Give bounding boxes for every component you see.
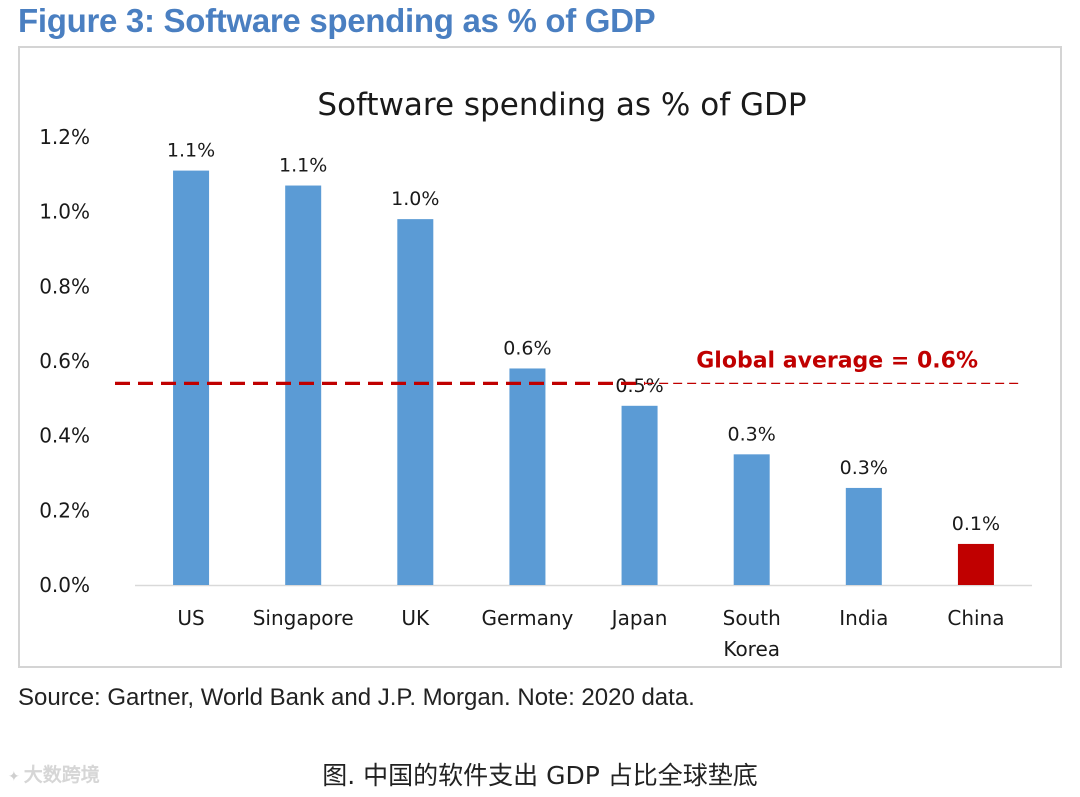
bar: [957, 543, 994, 585]
bar-value-label: 1.1%: [279, 155, 327, 177]
chart-frame: 0.0% 0.2% 0.4% 0.6% 0.8% 1.0% 1.2% 1.1% 1.1% 1.0…: [18, 46, 1062, 668]
y-tick-label: 0.2%: [39, 498, 90, 522]
y-tick-label: 1.2%: [39, 125, 90, 149]
x-category-label: Singapore: [253, 606, 354, 630]
bars-group: [173, 170, 994, 586]
x-category-label: Japan: [610, 606, 668, 630]
bar: [397, 219, 434, 585]
bar: [285, 185, 322, 586]
value-labels: 1.1% 1.1% 1.0% 0.6% 0.5% 0.3% 0.3% 0.1%: [167, 140, 1000, 535]
x-category-label: UK: [401, 606, 430, 630]
source-note: Source: Gartner, World Bank and J.P. Mor…: [18, 684, 695, 711]
bar-value-label: 0.1%: [952, 513, 1000, 535]
x-axis: US Singapore UK Germany Japan South Korea India…: [177, 606, 1004, 661]
chart-title: Software spending as % of GDP: [317, 87, 806, 123]
watermark-logo-icon: ✦: [8, 769, 20, 785]
y-tick-label: 0.0%: [39, 573, 90, 597]
y-tick-label: 0.4%: [39, 424, 90, 448]
bar-value-label: 1.1%: [167, 140, 215, 162]
bar-value-label: 1.0%: [391, 188, 439, 210]
y-axis: 0.0% 0.2% 0.4% 0.6% 0.8% 1.0% 1.2%: [39, 125, 1032, 597]
bar: [621, 405, 658, 585]
figure-caption: 图. 中国的软件支出 GDP 占比全球垫底: [322, 761, 758, 790]
y-tick-label: 0.6%: [39, 349, 90, 373]
x-category-label: Germany: [481, 606, 573, 630]
bar-value-label: 0.3%: [728, 423, 776, 445]
bar: [733, 454, 770, 585]
bar: [173, 170, 210, 585]
bar-value-label: 0.5%: [615, 375, 663, 397]
global-average-label: Global average = 0.6%: [696, 348, 978, 373]
bar-value-label: 0.6%: [503, 337, 551, 359]
watermark: ✦ 大数跨境: [8, 760, 100, 787]
bar: [845, 487, 882, 585]
x-category-label: US: [177, 606, 204, 630]
y-tick-label: 1.0%: [39, 200, 90, 224]
y-tick-label: 0.8%: [39, 274, 90, 298]
reference-line-group: Global average = 0.6%: [115, 348, 1022, 385]
x-category-label: South Korea: [723, 606, 781, 661]
bar: [509, 368, 546, 585]
x-category-label: India: [839, 606, 888, 630]
bar-chart: 0.0% 0.2% 0.4% 0.6% 0.8% 1.0% 1.2% 1.1% 1.1% 1.0…: [39, 87, 1032, 661]
x-category-label: China: [947, 606, 1004, 630]
bar-value-label: 0.3%: [840, 457, 888, 479]
watermark-text: 大数跨境: [23, 764, 100, 786]
figure-title: Figure 3: Software spending as % of GDP: [18, 2, 656, 39]
